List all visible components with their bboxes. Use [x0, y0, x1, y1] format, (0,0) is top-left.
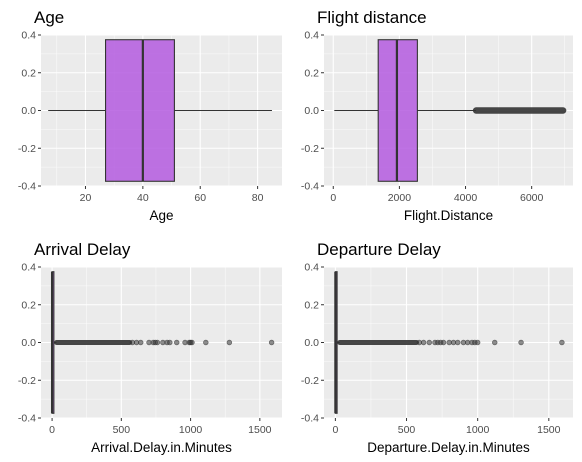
departure-delay-y-tick-label-3: 0.2 — [304, 299, 319, 311]
departure-delay-outlier-point-14 — [474, 339, 481, 346]
departure-delay-y-tick-label-2: 0.0 — [304, 337, 319, 349]
departure-delay-outlier-point-1 — [420, 339, 427, 346]
arrival-delay-outlier-point-15 — [203, 339, 209, 346]
flight-distance-y-tick-label-1: -0.2 — [301, 143, 319, 155]
age-x-tick-label-3: 80 — [252, 192, 264, 204]
arrival-delay-y-tick-label-1: -0.2 — [18, 375, 36, 387]
arrival-delay-x-tick-label-0: 0 — [49, 424, 55, 436]
age-y-tick-label-1: -0.2 — [18, 143, 36, 155]
age-boxplot: Age -0.4 -0.2 0.0 0.2 0.4 20 40 60 80 Age — [18, 8, 282, 223]
arrival-delay-outlier-point-9 — [167, 339, 173, 346]
age-y-tick-label-0: -0.4 — [18, 181, 36, 193]
departure-delay-x-tick-label-3: 1500 — [537, 424, 561, 436]
arrival-delay-box-marks — [50, 271, 275, 414]
flight-distance-y-axis: -0.4 -0.2 0.0 0.2 0.4 — [301, 30, 324, 193]
age-x-axis-label: Age — [149, 208, 173, 223]
departure-delay-y-tick-label-1: -0.2 — [301, 375, 319, 387]
flight-distance-y-tick-label-2: 0.0 — [304, 105, 319, 117]
departure-delay-y-tick-label-4: 0.4 — [304, 262, 319, 274]
arrival-delay-y-tick-label-3: 0.2 — [21, 299, 36, 311]
departure-delay-outlier-point-15 — [492, 339, 498, 346]
departure-delay-x-axis-label: Departure.Delay.in.Minutes — [367, 440, 530, 455]
flight-distance-x-tick-label-3: 6000 — [520, 192, 544, 204]
flight-distance-plot-title: Flight distance — [317, 8, 427, 27]
departure-delay-outlier-point-2 — [426, 339, 432, 346]
age-plot-title: Age — [34, 8, 64, 27]
departure-delay-outlier-point-9 — [455, 339, 461, 346]
departure-delay-outlier-point-16 — [518, 339, 524, 346]
arrival-delay-y-tick-label-2: 0.0 — [21, 337, 36, 349]
departure-delay-y-axis: -0.4 -0.2 0.0 0.2 0.4 — [301, 262, 324, 425]
arrival-delay-x-tick-label-1: 500 — [113, 424, 131, 436]
age-box — [105, 39, 175, 182]
arrival-delay-y-tick-label-4: 0.4 — [21, 262, 36, 274]
flight-distance-y-tick-label-4: 0.4 — [304, 30, 319, 42]
arrival-delay-y-tick-label-0: -0.4 — [18, 413, 36, 425]
age-y-tick-label-4: 0.4 — [21, 30, 36, 42]
arrival-delay-outlier-point-14 — [189, 339, 195, 346]
flight-distance-boxplot: Flight distance -0.4 -0.2 0.0 0.2 0.4 0 2000 4… — [301, 8, 573, 223]
age-x-tick-label-1: 40 — [137, 192, 149, 204]
departure-delay-outlier-point-6 — [440, 339, 447, 346]
arrival-delay-boxplot: Arrival Delay -0.4 -0.2 0.0 0.2 0.4 0 500 1000… — [18, 240, 282, 455]
arrival-delay-x-axis-label: Arrival.Delay.in.Minutes — [91, 440, 232, 455]
departure-delay-box-marks — [334, 271, 565, 414]
departure-delay-outlier-point-17 — [559, 339, 565, 346]
arrival-delay-x-tick-label-2: 1000 — [179, 424, 203, 436]
departure-delay-y-tick-label-0: -0.4 — [301, 413, 319, 425]
flight-distance-x-axis-label: Flight.Distance — [404, 208, 493, 223]
flight-distance-y-tick-label-3: 0.2 — [304, 67, 319, 79]
age-x-axis: 20 40 60 80 — [80, 186, 264, 204]
departure-delay-x-tick-label-1: 500 — [398, 424, 416, 436]
flight-distance-x-tick-label-0: 0 — [330, 192, 336, 204]
departure-delay-x-tick-label-0: 0 — [332, 424, 338, 436]
arrival-delay-outlier-point-16 — [226, 339, 233, 346]
flight-distance-x-axis: 0 2000 4000 6000 — [330, 186, 544, 204]
flight-distance-x-tick-label-2: 4000 — [454, 192, 478, 204]
arrival-delay-outlier-point-2 — [138, 339, 144, 346]
arrival-delay-outlier-point-17 — [268, 339, 275, 346]
arrival-delay-outlier-point-10 — [174, 339, 180, 346]
age-box-marks — [48, 39, 272, 182]
departure-delay-x-axis: 0 500 1000 1500 — [332, 418, 561, 436]
arrival-delay-x-axis: 0 500 1000 1500 — [49, 418, 272, 436]
age-y-axis: -0.4 -0.2 0.0 0.2 0.4 — [18, 30, 41, 193]
departure-delay-x-tick-label-2: 1000 — [466, 424, 490, 436]
age-y-tick-label-3: 0.2 — [21, 67, 36, 79]
age-x-tick-label-0: 20 — [80, 192, 92, 204]
flight-distance-x-tick-label-1: 2000 — [388, 192, 412, 204]
departure-delay-plot-title: Departure Delay — [317, 240, 441, 259]
departure-delay-boxplot: Departure Delay -0.4 -0.2 0.0 0.2 0.4 0 500 10… — [301, 240, 573, 455]
arrival-delay-plot-title: Arrival Delay — [34, 240, 131, 259]
flight-distance-y-tick-label-0: -0.4 — [301, 181, 319, 193]
age-x-tick-label-2: 60 — [194, 192, 206, 204]
arrival-delay-outlier-point-6 — [154, 339, 161, 346]
arrival-delay-y-axis: -0.4 -0.2 0.0 0.2 0.4 — [18, 262, 41, 425]
flight-distance-box-marks — [334, 39, 567, 182]
age-y-tick-label-2: 0.0 — [21, 105, 36, 117]
arrival-delay-x-tick-label-3: 1500 — [248, 424, 272, 436]
